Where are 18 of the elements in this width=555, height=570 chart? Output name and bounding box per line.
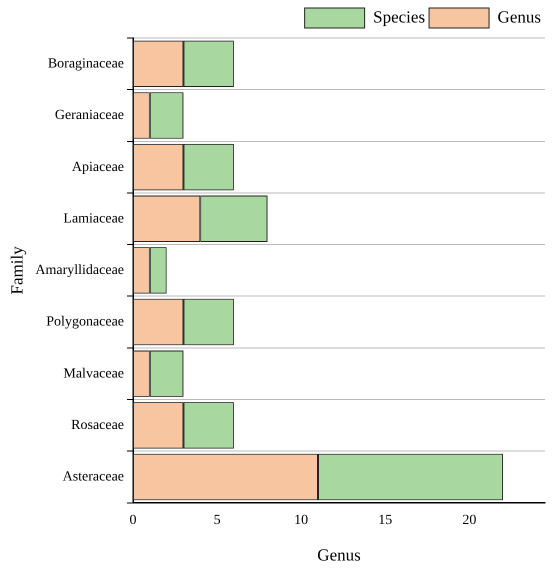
legend-label: Genus bbox=[498, 7, 542, 26]
y-tick-label: Malvaceae bbox=[63, 366, 124, 382]
y-tick-label: Apiaceae bbox=[72, 160, 124, 175]
y-tick-label: Asteraceae bbox=[62, 470, 124, 485]
x-tick-label: 10 bbox=[294, 512, 308, 528]
y-tick-label: Polygonaceae bbox=[46, 314, 124, 330]
x-axis-title: Genus bbox=[317, 545, 361, 564]
x-tick-label: 5 bbox=[214, 512, 221, 528]
y-tick-label: Rosaceae bbox=[71, 418, 124, 434]
y-tick-label: Lamiaceae bbox=[63, 211, 124, 226]
legend-label: Species bbox=[373, 7, 426, 26]
x-tick-label: 15 bbox=[378, 512, 392, 528]
y-tick-label: Boraginaceae bbox=[48, 56, 124, 72]
y-tick-label: Amaryllidaceae bbox=[35, 263, 124, 278]
x-tick-label: 20 bbox=[462, 512, 476, 528]
y-axis-title: Family bbox=[8, 246, 27, 294]
x-tick-label: 0 bbox=[130, 512, 137, 528]
y-tick-label: Geraniaceae bbox=[54, 108, 124, 124]
